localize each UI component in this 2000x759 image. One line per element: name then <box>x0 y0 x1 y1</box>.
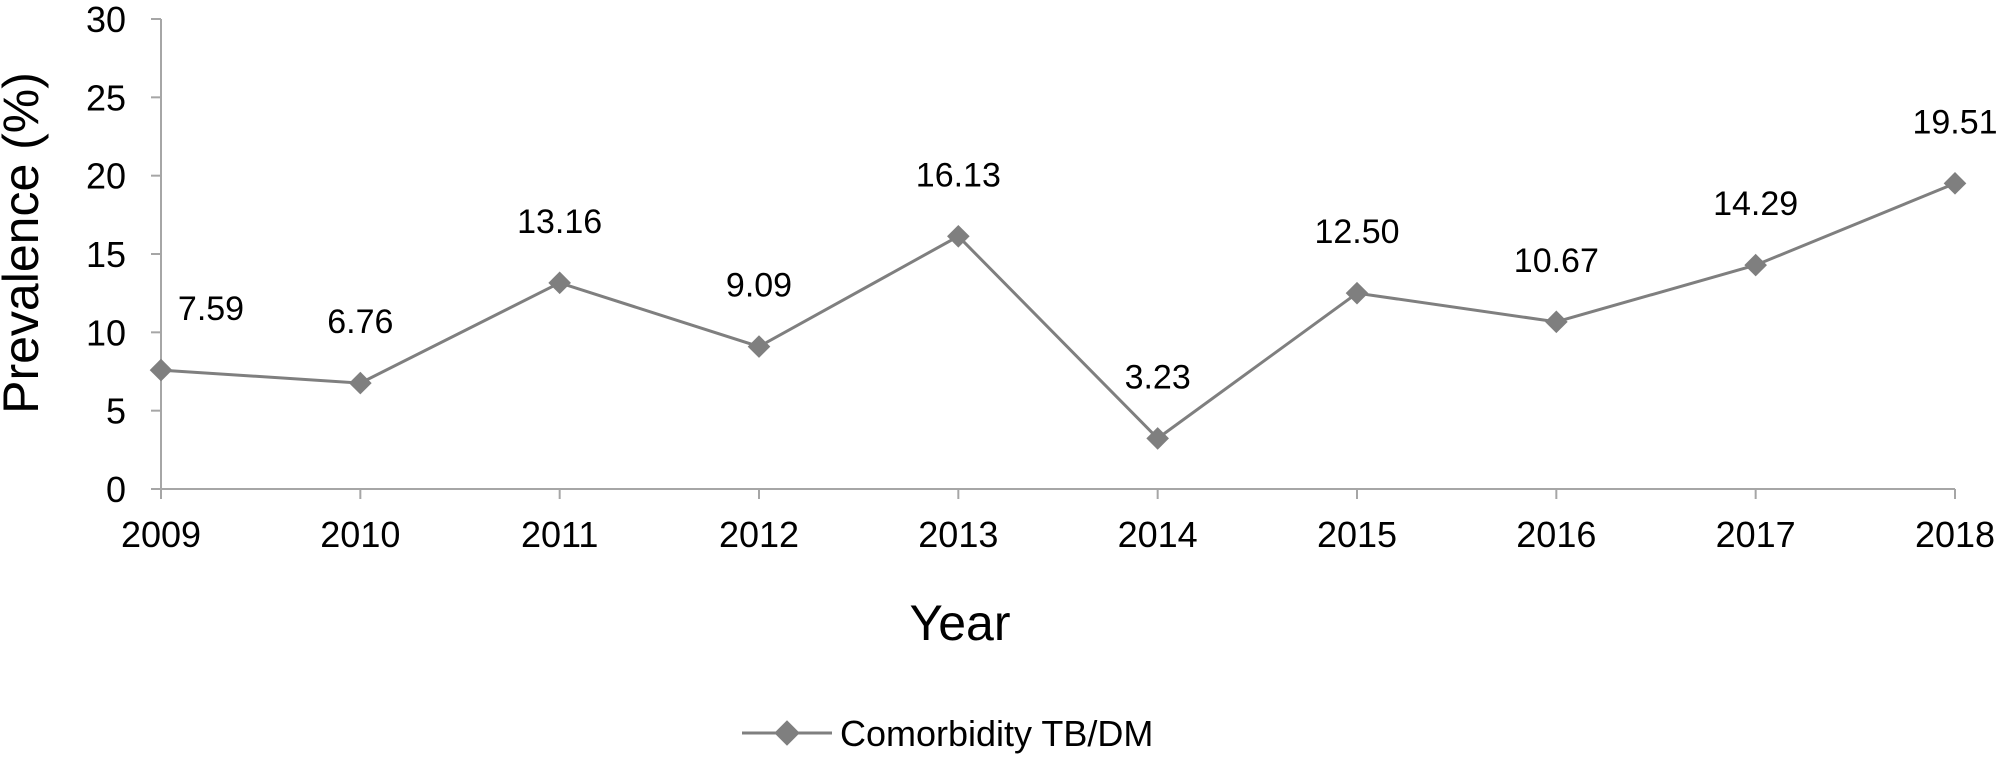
y-tick-label: 30 <box>86 0 126 40</box>
data-label: 6.76 <box>327 303 393 341</box>
data-label: 7.59 <box>178 290 244 328</box>
x-tick-label: 2011 <box>521 514 598 555</box>
legend: Comorbidity TB/DM <box>742 713 1153 754</box>
data-label: 3.23 <box>1125 358 1191 396</box>
y-tick-label: 10 <box>86 312 126 353</box>
y-tick-label: 5 <box>106 391 126 432</box>
data-point-marker <box>149 358 173 382</box>
x-tick-label: 2015 <box>1317 514 1397 555</box>
data-point-marker <box>1146 427 1169 450</box>
x-tick-label: 2010 <box>320 514 400 555</box>
x-tick-label: 2018 <box>1915 514 1995 555</box>
data-label: 10.67 <box>1514 242 1599 280</box>
x-tick-label: 2009 <box>121 514 201 555</box>
series-comorbidity <box>149 172 1967 450</box>
x-tick-label: 2013 <box>918 514 998 555</box>
x-tick-label: 2017 <box>1716 514 1796 555</box>
x-axis-title: Year <box>909 595 1010 651</box>
data-labels: 7.59 6.76 13.16 9.09 16.13 3.23 12.50 10.67 14.2… <box>178 103 1998 396</box>
data-point-marker <box>1545 310 1568 334</box>
data-label: 16.13 <box>916 156 1001 194</box>
data-point-marker <box>1943 172 1967 195</box>
y-axis: 0 5 10 15 20 25 30 <box>86 0 162 510</box>
data-point-marker <box>548 271 571 295</box>
data-point-marker <box>1345 281 1369 305</box>
x-tick-label: 2014 <box>1118 514 1198 555</box>
data-label: 14.29 <box>1713 185 1798 223</box>
legend-marker-icon <box>774 720 800 746</box>
y-tick-label: 15 <box>86 234 126 275</box>
data-point-marker <box>349 371 372 395</box>
x-tick-label: 2016 <box>1516 514 1596 555</box>
data-label: 19.51 <box>1912 103 1997 141</box>
legend-label: Comorbidity TB/DM <box>840 713 1153 754</box>
y-tick-label: 25 <box>86 77 126 118</box>
data-label: 13.16 <box>517 203 602 241</box>
y-axis-title: Prevalence (%) <box>0 72 49 414</box>
y-tick-label: 20 <box>86 156 126 197</box>
data-label: 9.09 <box>726 267 792 305</box>
y-tick-label: 0 <box>106 469 126 510</box>
x-axis: 2009 2010 2011 2012 2013 2014 2015 2016 2017 2018 <box>121 488 1995 555</box>
x-tick-label: 2012 <box>719 514 799 555</box>
data-point-marker <box>1744 253 1767 277</box>
data-point-marker <box>747 335 771 358</box>
series-line <box>160 181 1956 441</box>
data-label: 12.50 <box>1314 213 1399 251</box>
